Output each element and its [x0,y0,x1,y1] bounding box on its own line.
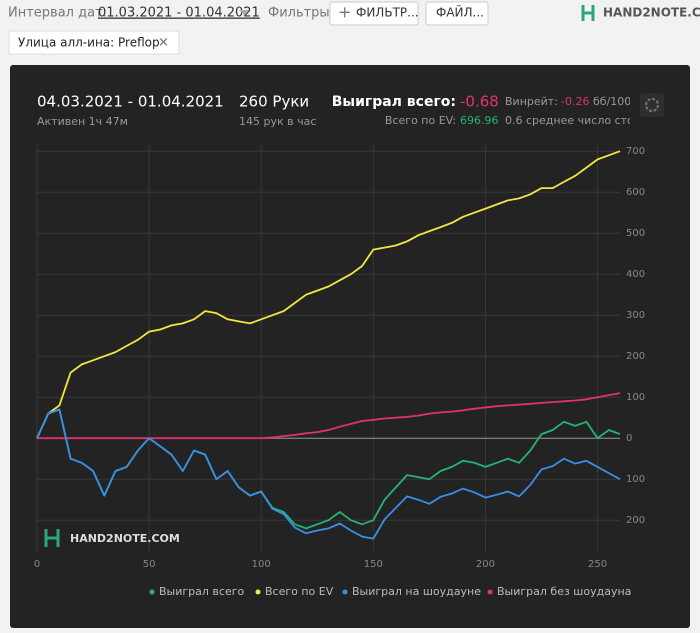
file-button[interactable] [425,1,489,26]
legend-swatch [487,589,493,595]
date-range[interactable]: 01.03.2021 - 01.04.2021 [98,6,260,21]
active-time: Активен 1ч 47м [37,115,128,128]
ev-value: 696.96 [460,114,499,127]
y-tick-label: 200 [626,515,645,526]
x-tick-label: 0 [34,559,40,570]
winrate-value: -0.26 [561,95,589,108]
logo: HAND2NOTE.COM [603,6,700,20]
x-tick-label: 150 [364,559,383,570]
line [37,392,621,440]
hands-rate: 145 рук в час [239,115,316,128]
y-tick-label: 600 [626,187,645,198]
legend-label: Выиграл без шоудауна [497,585,631,598]
settings-button[interactable] [640,93,664,117]
x-tick-label: 200 [476,559,495,570]
logo-icon [581,5,595,21]
x-tick-label: 250 [588,559,607,570]
legend-label: Выиграл на шоудауне [352,585,481,598]
panel [10,65,690,628]
won-value: -0.68 [460,93,499,111]
y-tick-label: 400 [626,269,645,280]
line [36,150,621,439]
filter-button-label: ФИЛЬТР... [356,6,419,20]
watermark: HAND2NOTE.COM [70,532,180,545]
x-tick-label: 100 [252,559,271,570]
y-tick-label: 0 [626,433,632,444]
y-tick-label: 300 [626,310,645,321]
filter-button[interactable] [329,1,419,26]
legend-swatch [255,589,261,595]
settings-icon [645,98,659,112]
winrate-label: Винрейт: [505,95,558,108]
filters-label: Фильтры: [268,6,334,21]
legend-swatch [342,589,348,595]
plus-icon: + [338,3,351,22]
tables: 0.6 среднее число сто [505,114,634,127]
line [36,408,621,540]
y-tick-label: 500 [626,228,645,239]
winrate-unit: бб/100 [593,95,631,108]
file-button-label: ФАЙЛ... [436,5,484,20]
won-label: Выиграл всего: [332,94,456,110]
tab-close[interactable]: ✕ [158,36,169,51]
tab-label: Улица алл-ина: Preflop [18,36,160,50]
y-tick-label: 200 [626,351,645,362]
x-tick-label: 50 [143,559,156,570]
tab[interactable] [8,30,180,55]
hands: 260 Руки [239,93,309,111]
y-tick-label: 700 [626,146,645,157]
ev-label: Всего по EV: [385,114,456,127]
y-tick-label: 100 [626,392,645,403]
date-label: Интервал дат: [8,6,107,21]
y-tick-label: 100 [626,474,645,485]
legend-label: Всего по EV [265,585,334,598]
legend-label: Выиграл всего [159,585,244,598]
legend-swatch [149,589,155,595]
dropdown-arrow[interactable] [239,10,249,15]
period: 04.03.2021 - 01.04.2021 [37,93,224,111]
watermark-icon [44,529,60,547]
